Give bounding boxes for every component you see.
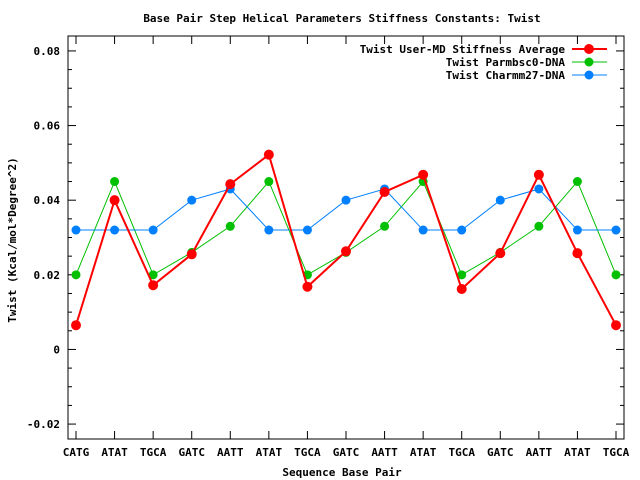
data-point-series-3 bbox=[418, 225, 428, 235]
data-point-series-1 bbox=[302, 281, 313, 292]
x-tick-label: AATT bbox=[526, 446, 553, 459]
x-tick-label: ATAT bbox=[101, 446, 128, 459]
data-point-series-3 bbox=[110, 225, 120, 235]
legend-label-3: Twist Charmm27-DNA bbox=[446, 69, 566, 82]
legend-marker-2 bbox=[584, 57, 594, 67]
data-point-series-1 bbox=[186, 249, 197, 260]
series-line-1 bbox=[75, 152, 617, 326]
x-axis-label: Sequence Base Pair bbox=[282, 466, 402, 479]
x-tick-label: GATC bbox=[178, 446, 205, 459]
data-point-series-3 bbox=[302, 225, 312, 235]
data-point-series-3 bbox=[534, 184, 544, 194]
y-tick-label: 0 bbox=[53, 343, 60, 356]
x-tick-label: ATAT bbox=[564, 446, 591, 459]
legend-label-2: Twist Parmbsc0-DNA bbox=[446, 56, 566, 69]
series-layer bbox=[71, 149, 621, 331]
x-tick-label: TGCA bbox=[140, 446, 167, 459]
x-tick-label: ATAT bbox=[410, 446, 437, 459]
data-point-series-1 bbox=[71, 320, 81, 331]
data-point-series-1 bbox=[225, 179, 236, 190]
data-point-series-1 bbox=[109, 195, 120, 206]
legend-marker-1 bbox=[584, 44, 594, 54]
data-point-series-3 bbox=[148, 225, 158, 235]
data-point-series-3 bbox=[71, 225, 81, 235]
data-point-series-3 bbox=[572, 225, 582, 235]
chart-title: Base Pair Step Helical Parameters Stiffn… bbox=[143, 12, 540, 25]
data-point-series-2 bbox=[534, 221, 544, 231]
x-tick-label: AATT bbox=[217, 446, 244, 459]
y-axis-ticks: -0.02 0 0.02 0.04 0.06 0.08 bbox=[27, 45, 624, 431]
data-point-series-2 bbox=[148, 270, 158, 280]
data-point-series-1 bbox=[379, 186, 390, 197]
y-tick-label: 0.02 bbox=[34, 269, 61, 282]
data-point-series-2 bbox=[457, 270, 467, 280]
data-point-series-1 bbox=[572, 248, 583, 259]
data-point-series-2 bbox=[611, 270, 621, 280]
x-tick-label: CATG bbox=[63, 446, 90, 459]
data-point-series-2 bbox=[572, 177, 582, 187]
x-tick-label: TGCA bbox=[603, 446, 630, 459]
x-tick-label: ATAT bbox=[256, 446, 283, 459]
data-point-series-3 bbox=[457, 225, 467, 235]
data-point-series-2 bbox=[380, 221, 390, 231]
y-tick-label: 0.06 bbox=[34, 120, 61, 133]
data-point-series-1 bbox=[263, 149, 274, 160]
y-axis-label: Twist (Kcal/mol*Degree^2) bbox=[6, 157, 19, 323]
x-tick-label: GATC bbox=[333, 446, 360, 459]
x-axis-ticks: CATG ATAT TGCA GATC AATT ATAT TGCA GATC AATT ATAT… bbox=[63, 36, 630, 459]
legend-marker-3 bbox=[584, 70, 594, 80]
data-point-series-1 bbox=[611, 320, 621, 331]
legend-label-1: Twist User-MD Stiffness Average bbox=[360, 43, 566, 56]
y-tick-label: -0.02 bbox=[27, 418, 60, 431]
data-point-series-1 bbox=[533, 169, 544, 180]
data-point-series-3 bbox=[341, 195, 351, 205]
series-line-3 bbox=[76, 188, 616, 231]
x-tick-label: TGCA bbox=[448, 446, 475, 459]
y-tick-label: 0.08 bbox=[34, 45, 61, 58]
data-point-series-2 bbox=[110, 177, 120, 187]
data-point-series-2 bbox=[225, 221, 235, 231]
data-point-series-1 bbox=[341, 246, 351, 257]
plot-area-frame bbox=[67, 35, 625, 440]
y-tick-label: 0.04 bbox=[34, 194, 61, 207]
data-point-series-3 bbox=[264, 225, 274, 235]
x-tick-label: TGCA bbox=[294, 446, 321, 459]
data-point-series-3 bbox=[495, 195, 505, 205]
x-tick-label: GATC bbox=[487, 446, 514, 459]
data-point-series-3 bbox=[611, 225, 621, 235]
data-point-series-1 bbox=[456, 283, 467, 294]
data-point-series-1 bbox=[495, 248, 506, 259]
data-point-series-2 bbox=[71, 270, 81, 280]
data-point-series-2 bbox=[264, 177, 274, 187]
data-point-series-1 bbox=[418, 169, 429, 180]
data-point-series-1 bbox=[148, 280, 159, 291]
data-point-series-3 bbox=[187, 195, 197, 205]
x-tick-label: AATT bbox=[371, 446, 398, 459]
